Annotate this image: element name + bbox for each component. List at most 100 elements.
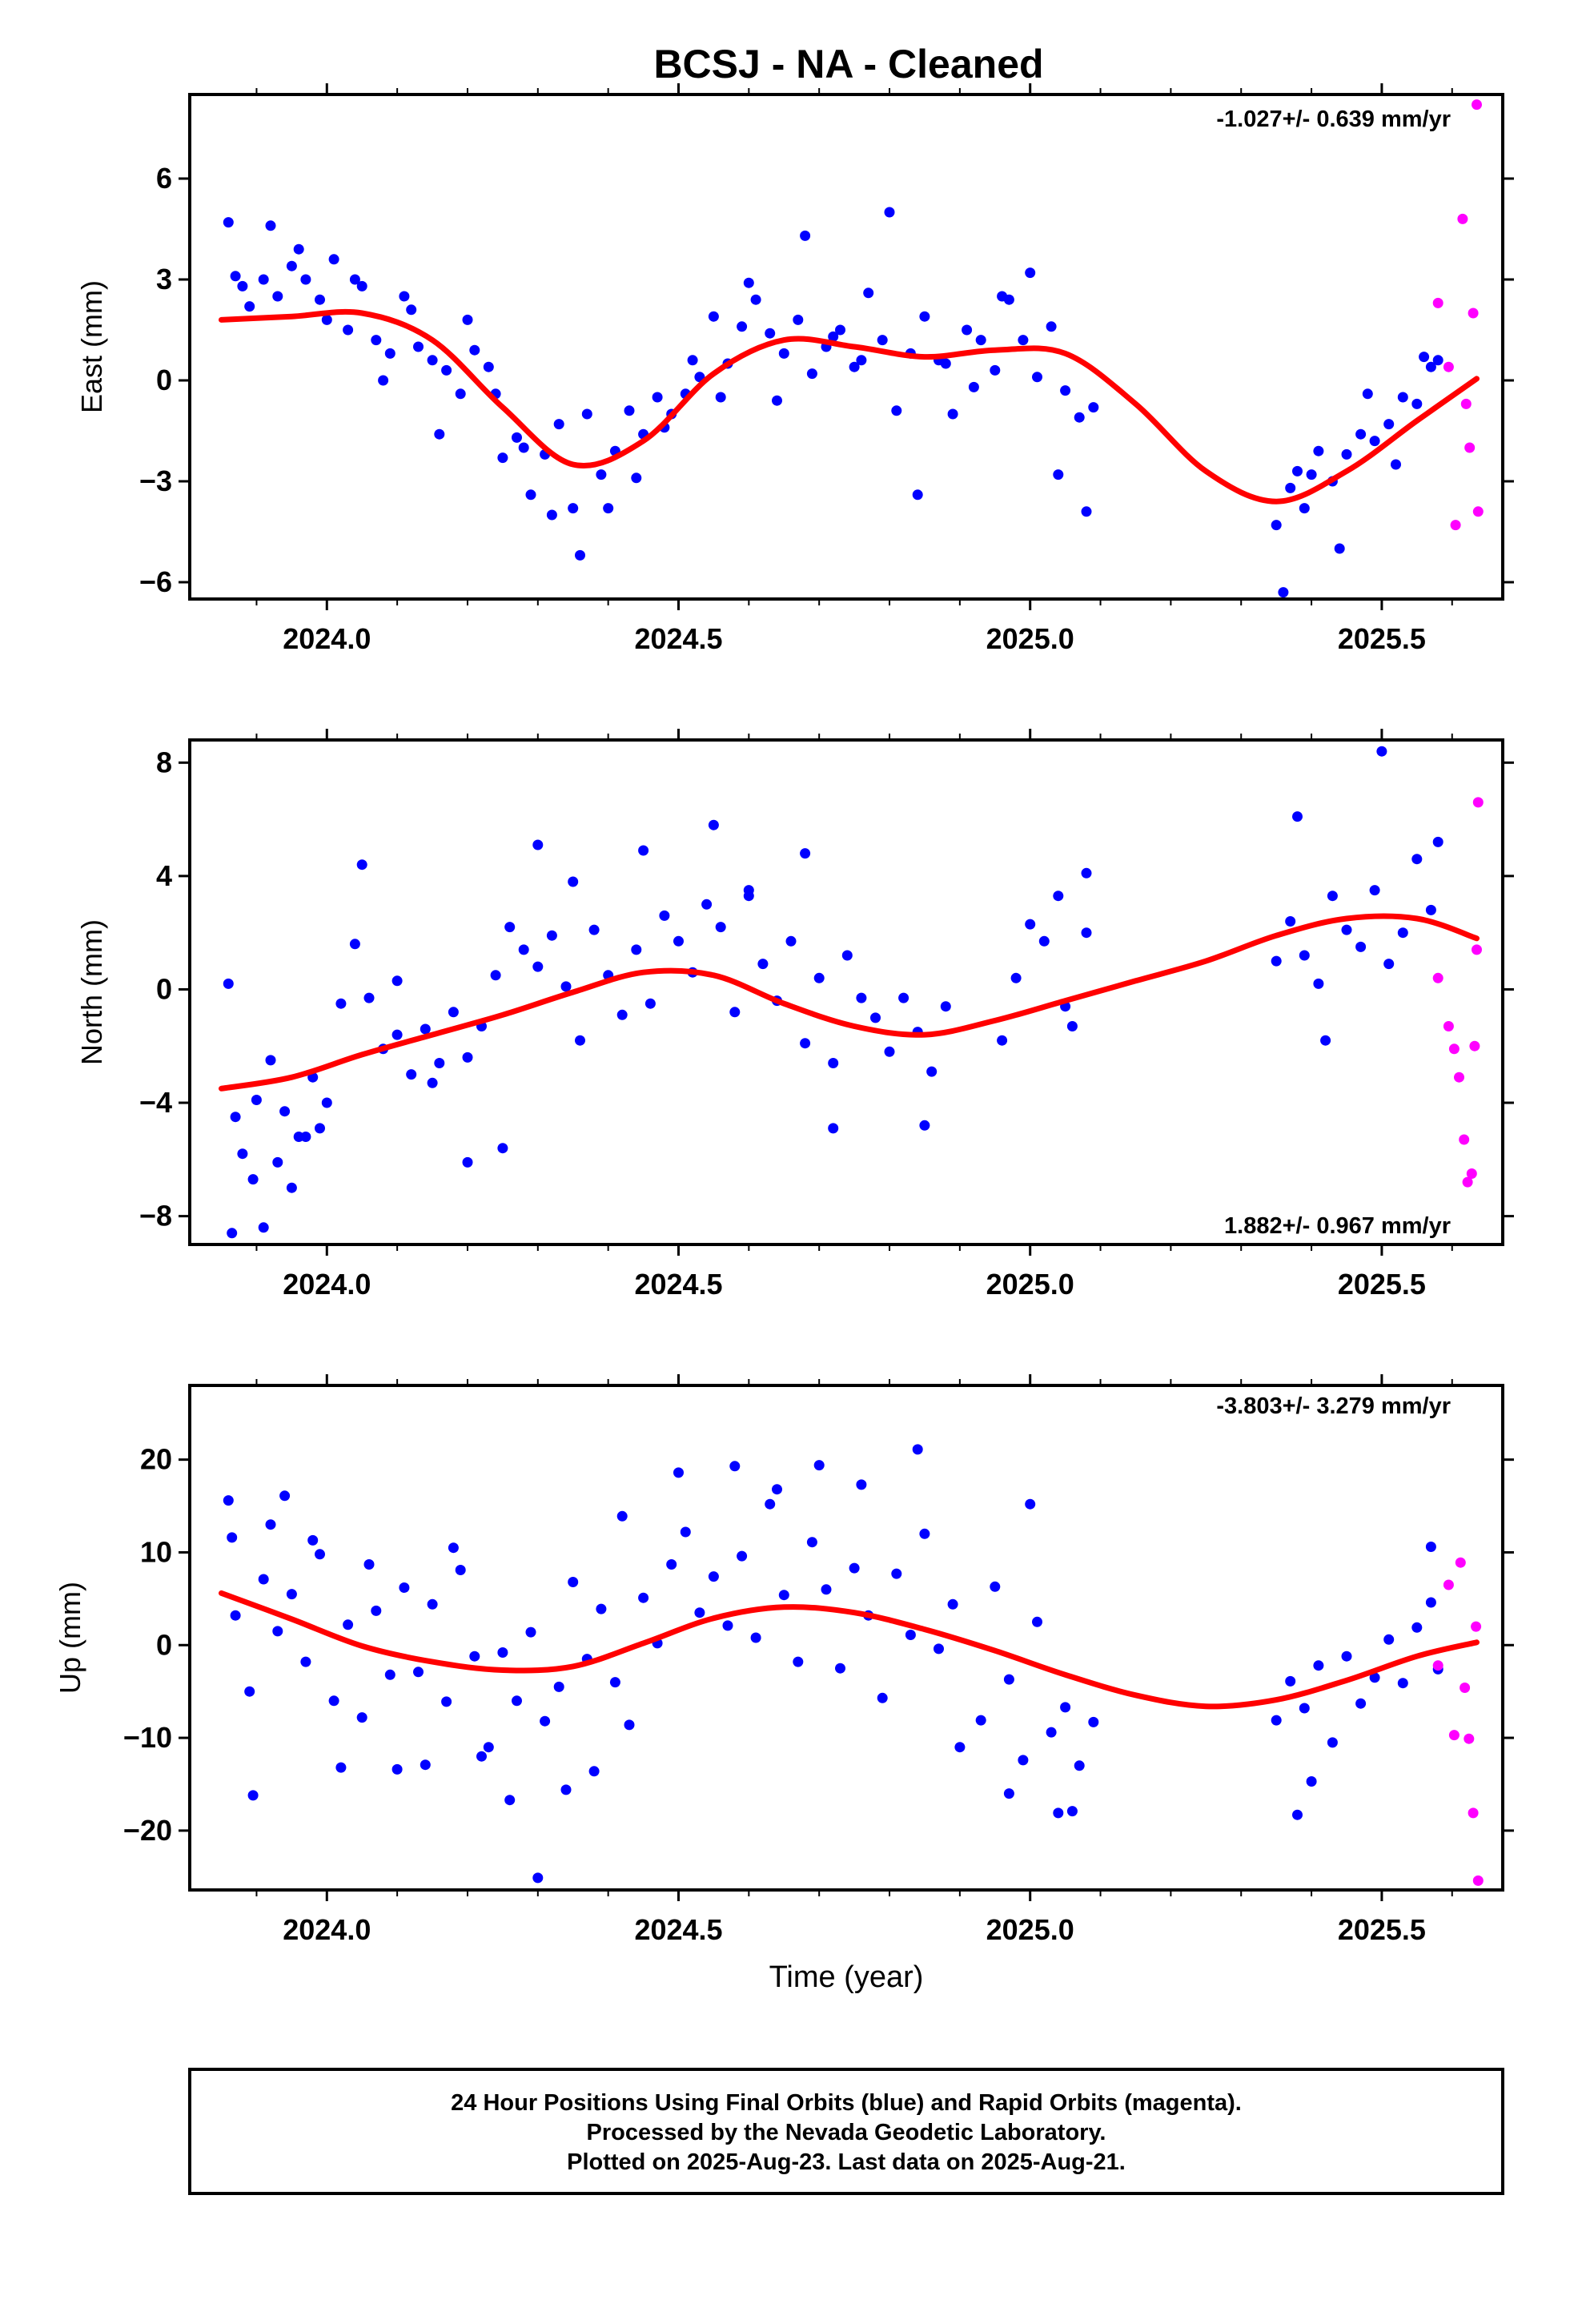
east-final-point: [223, 217, 234, 228]
up-final-point: [1003, 1788, 1014, 1799]
north-final-point: [448, 1007, 459, 1018]
east-final-point: [413, 341, 424, 352]
north-final-point: [335, 998, 347, 1009]
north-final-point: [315, 1123, 325, 1134]
east-final-point: [828, 331, 839, 342]
up-final-point: [905, 1630, 916, 1640]
up-final-point: [448, 1542, 459, 1554]
up-final-point: [1306, 1776, 1317, 1787]
panel-north: North (mm) 1.882+/- 0.967 mm/yr 2024.0 20…: [75, 729, 1514, 1301]
east-final-point: [800, 230, 811, 241]
up-final-point: [1411, 1622, 1423, 1633]
east-final-point: [427, 355, 438, 366]
north-final-point: [258, 1222, 269, 1233]
east-rapid-point: [1457, 213, 1468, 224]
north-final-point: [1271, 955, 1282, 967]
north-final-point: [884, 1046, 895, 1057]
up-rapid-point: [1468, 1807, 1479, 1819]
north-final-point: [1292, 811, 1303, 822]
up-final-point: [300, 1656, 311, 1667]
east-final-point: [652, 392, 663, 403]
north-final-point: [926, 1066, 938, 1077]
up-final-point: [371, 1605, 382, 1616]
east-final-point: [737, 321, 748, 332]
up-final-point: [1327, 1737, 1338, 1748]
chart-title: BCSJ - NA - Cleaned: [653, 42, 1043, 86]
north-final-point: [560, 981, 572, 992]
up-final-point: [1299, 1703, 1310, 1714]
north-final-point: [1341, 924, 1352, 935]
panel-east-rate: -1.027+/- 0.639 mm/yr: [1216, 107, 1451, 132]
east-final-point: [778, 348, 789, 359]
up-final-point: [540, 1715, 551, 1727]
up-final-point: [912, 1444, 923, 1455]
east-final-point: [518, 442, 529, 453]
north-final-point: [490, 970, 501, 981]
up-final-point: [765, 1498, 776, 1510]
up-final-point: [806, 1537, 817, 1548]
up-rapid-point: [1460, 1683, 1471, 1693]
north-final-point: [363, 992, 375, 1003]
up-y-tick-label: 0: [156, 1628, 172, 1661]
east-final-point: [1397, 392, 1408, 403]
north-trend-line: [219, 913, 1480, 1092]
north-final-point: [1025, 919, 1036, 930]
north-final-point: [659, 910, 670, 921]
north-final-point: [265, 1055, 276, 1066]
north-final-point: [532, 961, 544, 972]
footer-line-3: Plotted on 2025-Aug-23. Last data on 202…: [567, 2149, 1126, 2175]
north-final-point: [1313, 978, 1324, 989]
north-final-point: [349, 939, 360, 950]
up-final-point: [1383, 1634, 1395, 1645]
up-rapid-point: [1455, 1557, 1466, 1568]
up-rapid-point: [1448, 1730, 1460, 1741]
east-final-point: [750, 294, 761, 305]
east-final-point: [687, 355, 698, 366]
east-final-point: [1313, 445, 1324, 456]
up-final-point: [279, 1490, 291, 1502]
up-y-tick-label: 20: [140, 1443, 172, 1476]
east-final-point: [624, 405, 635, 416]
up-final-point: [954, 1742, 966, 1753]
east-final-point: [884, 207, 895, 218]
east-rapid-point: [1472, 506, 1484, 517]
east-rapid-point: [1464, 442, 1476, 453]
east-final-point: [940, 358, 951, 369]
x-axis-label: Time (year): [769, 1960, 924, 1994]
east-final-point: [1285, 482, 1296, 493]
north-final-point: [997, 1035, 1008, 1046]
north-final-point: [497, 1143, 508, 1154]
north-final-point: [546, 930, 557, 941]
east-final-point: [483, 361, 494, 372]
east-final-point: [469, 344, 480, 356]
north-final-point: [434, 1058, 445, 1068]
up-final-point: [427, 1598, 438, 1610]
north-final-point: [300, 1132, 311, 1142]
up-final-point: [1313, 1660, 1324, 1671]
north-rapid-point: [1469, 1040, 1480, 1051]
east-final-point: [343, 324, 354, 336]
east-final-point: [497, 452, 508, 464]
up-final-point: [856, 1479, 867, 1490]
north-final-point: [919, 1120, 930, 1131]
north-final-point: [1369, 885, 1380, 896]
east-final-point: [1341, 448, 1352, 460]
up-final-point: [849, 1562, 860, 1574]
north-final-point: [1285, 916, 1296, 927]
east-final-point: [863, 287, 874, 299]
up-y-tick-label: −10: [123, 1721, 172, 1754]
up-final-point: [497, 1647, 508, 1658]
up-final-point: [230, 1610, 241, 1621]
east-final-point: [1306, 469, 1317, 480]
up-y-tick-label: −20: [123, 1814, 172, 1847]
up-rapid-point: [1443, 1579, 1454, 1590]
up-final-point: [476, 1751, 487, 1762]
east-final-point: [321, 314, 332, 325]
east-final-point: [575, 549, 585, 561]
panel-up: Up (mm) -3.803+/- 3.279 mm/yr 2024.0 2024…: [54, 1374, 1514, 1946]
north-final-point: [800, 848, 811, 859]
east-final-point: [230, 271, 241, 282]
north-final-point: [828, 1123, 839, 1134]
east-y-tick-label: 0: [156, 364, 172, 396]
